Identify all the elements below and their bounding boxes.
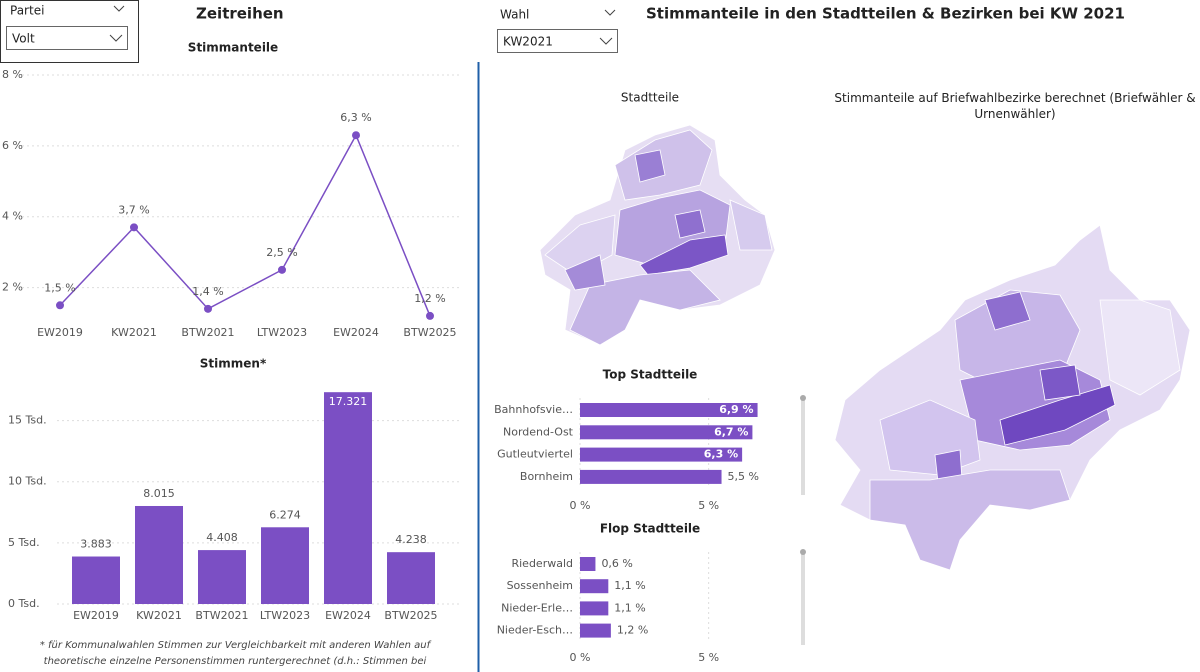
bar [580, 403, 758, 417]
bar [580, 601, 609, 616]
bar [580, 557, 596, 571]
chevron [599, 37, 613, 45]
data-label: 6,9 % [719, 403, 753, 416]
y-tick-label: Gutleutviertel [497, 448, 573, 461]
data-label: 1,1 % [614, 601, 645, 614]
y-tick-label: 5 Tsd. [8, 536, 40, 549]
y-tick-label: 10 Tsd. [8, 475, 47, 488]
line [59, 133, 431, 317]
y-tick-label: 15 Tsd. [8, 414, 47, 427]
x-tick-label: KW2021 [136, 609, 182, 622]
x-tick-label: 5 % [698, 499, 719, 512]
scroll-handle[interactable] [800, 549, 806, 555]
scroll-handle[interactable] [800, 395, 806, 401]
section-heading: Stimmanteile in den Stadtteilen & Bezirk… [646, 5, 1125, 23]
bar [580, 447, 743, 462]
x-tick-label: 5 % [698, 651, 719, 664]
map-title: Stimmanteile auf Briefwahlbezirke berech… [834, 91, 1196, 121]
data-label: 3.883 [80, 538, 112, 551]
bar [387, 552, 435, 604]
x-tick-label: BTW2025 [384, 609, 437, 622]
data-label: 5,5 % [728, 470, 759, 483]
bar [580, 425, 753, 440]
x-tick-label: LTW2023 [260, 609, 310, 622]
point [130, 223, 138, 232]
chevron [604, 9, 616, 16]
dropdown-value[interactable]: KW2021 [503, 35, 553, 49]
chart-title: Top Stadtteile [603, 368, 698, 382]
y-tick-label: Nieder-Erle… [501, 601, 573, 614]
data-label: 0,6 % [601, 557, 632, 570]
map-title: Stadtteile [621, 91, 679, 105]
data-label: 6,3 % [704, 448, 738, 461]
y-tick-label: Sossenheim [507, 579, 573, 592]
y-tick-label: 2 % [2, 281, 23, 294]
y-tick-label: 0 Tsd. [8, 597, 40, 610]
bar [72, 556, 120, 604]
bar [580, 579, 609, 594]
x-tick-label: BTW2025 [403, 326, 456, 339]
x-tick-label: EW2019 [37, 326, 83, 339]
chevron [109, 34, 123, 42]
data-label: 1,1 % [614, 579, 645, 592]
point [278, 265, 286, 274]
section-heading: Zeitreihen [196, 5, 284, 23]
data-label: 1,5 % [44, 281, 75, 294]
dropdown[interactable] [497, 29, 618, 53]
x-tick-label: EW2019 [73, 609, 119, 622]
y-tick-label: Nieder-Esch… [497, 624, 573, 637]
point [426, 311, 434, 320]
data-label: 4.238 [395, 533, 427, 546]
dropdown-value[interactable]: Volt [12, 32, 35, 46]
data-label: 1,4 % [192, 285, 223, 298]
x-tick-label: BTW2021 [195, 609, 248, 622]
bar [324, 392, 372, 604]
data-label: 6,3 % [340, 111, 371, 124]
dropdown[interactable] [6, 26, 128, 50]
data-label: 17.321 [329, 395, 368, 408]
point [204, 304, 212, 313]
filter-label: Partei [10, 4, 44, 18]
y-tick-label: 6 % [2, 139, 23, 152]
data-label: 4.408 [206, 531, 238, 544]
x-tick-label: LTW2023 [257, 326, 307, 339]
y-tick-label: 8 % [2, 68, 23, 81]
point [56, 301, 64, 310]
bar [135, 505, 183, 604]
x-tick-label: KW2021 [111, 326, 157, 339]
bar [580, 623, 611, 638]
data-label: 1,2 % [617, 624, 648, 637]
y-tick-label: Riederwald [511, 557, 573, 570]
data-label: 1,2 % [414, 292, 445, 305]
y-tick-label: Nordend-Ost [503, 425, 574, 438]
data-label: 3,7 % [118, 203, 149, 216]
chevron [113, 5, 125, 12]
map-briefwahlbezirke[interactable] [834, 224, 1191, 571]
x-tick-label: 0 % [570, 651, 591, 664]
bar [580, 469, 722, 484]
footnote: * für Kommunalwahlen Stimmen zur Verglei… [39, 640, 431, 667]
y-tick-label: 4 % [2, 210, 23, 223]
data-label: 6,7 % [714, 425, 748, 438]
x-tick-label: 0 % [570, 499, 591, 512]
map-stadtteile[interactable] [539, 124, 776, 346]
x-tick-label: EW2024 [325, 609, 371, 622]
x-tick-label: EW2024 [333, 326, 379, 339]
y-tick-label: Bornheim [520, 470, 573, 483]
chart-title: Flop Stadtteile [600, 522, 700, 536]
bar [261, 527, 309, 604]
filter-label: Wahl [500, 8, 529, 22]
chart-title: Stimmen* [200, 357, 267, 371]
point [352, 131, 360, 140]
chart-title: Stimmanteile [188, 41, 278, 55]
data-label: 8.015 [143, 487, 175, 500]
y-tick-label: Bahnhofsvie… [494, 403, 573, 416]
x-tick-label: BTW2021 [181, 326, 234, 339]
data-label: 6.274 [269, 508, 301, 521]
bar [198, 550, 246, 604]
data-label: 2,5 % [266, 246, 297, 259]
